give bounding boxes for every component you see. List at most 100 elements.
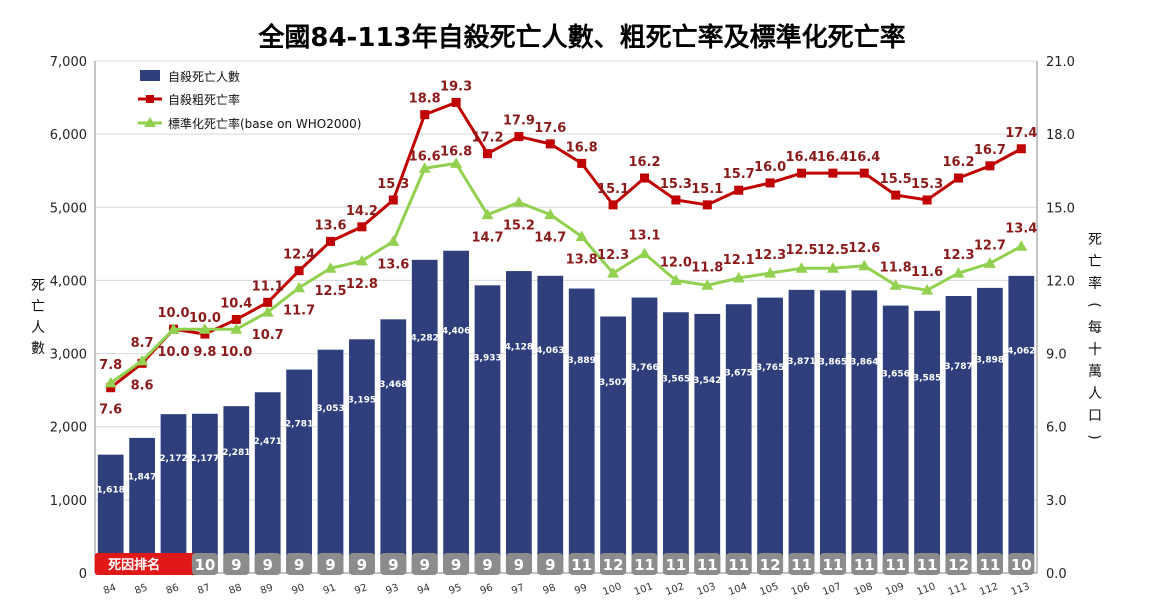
bar-value-label: 1,847 — [128, 473, 156, 483]
crude-rate-marker — [1016, 144, 1026, 154]
x-tick-label: 100 — [601, 581, 623, 598]
point-labels-layer: 7.67.88.68.710.010.010.09.810.410.011.11… — [99, 79, 1037, 417]
legend-standardized-label: 標準化死亡率(base on WHO2000) — [168, 116, 361, 131]
crude-rate-marker — [388, 195, 398, 205]
crude-rate-marker — [985, 161, 995, 171]
crude-rate-label: 15.5 — [880, 172, 912, 187]
crude-rate-marker — [702, 200, 712, 210]
bar — [506, 271, 532, 573]
crude-rate-label: 18.8 — [409, 92, 441, 107]
standardized-rate-label: 15.2 — [503, 218, 535, 233]
rank-badge-value: 11 — [571, 556, 592, 574]
crude-rate-label: 17.6 — [534, 121, 566, 136]
rank-badge-value: 9 — [451, 556, 461, 574]
standardized-rate-label: 12.1 — [723, 253, 755, 268]
standardized-rate-marker — [167, 323, 180, 334]
bar — [882, 305, 909, 573]
bar — [380, 319, 407, 573]
standardized-rate-label: 10.0 — [157, 345, 189, 360]
standardized-rate-marker — [355, 254, 368, 266]
bar-value-label: 3,933 — [473, 354, 501, 364]
bar-value-label: 2,781 — [285, 419, 313, 429]
x-tick-label: 103 — [696, 581, 718, 598]
standardized-rate-marker — [418, 162, 431, 173]
x-tick-label: 93 — [385, 582, 401, 597]
crude-rate-marker — [922, 195, 932, 205]
rank-badge-value: 9 — [545, 556, 555, 574]
rank-badge — [348, 553, 375, 575]
standardized-rate-label: 12.7 — [974, 238, 1006, 253]
rank-badge — [631, 553, 658, 575]
bar-value-label: 3,766 — [630, 363, 658, 373]
lines-layer — [104, 97, 1028, 393]
crude-rate-label: 16.2 — [628, 155, 660, 170]
y-right-axis-title-char: ) — [1086, 434, 1102, 439]
rank-label-box — [94, 553, 201, 575]
bar-value-label: 3,765 — [756, 363, 784, 373]
rank-badge — [286, 553, 313, 575]
x-tick-label: 105 — [758, 581, 780, 598]
crude-rate-label: 15.3 — [911, 177, 943, 192]
rank-badge-value: 11 — [697, 556, 718, 574]
crude-rate-marker — [640, 173, 649, 183]
crude-rate-marker — [828, 168, 838, 178]
standardized-rate-marker — [293, 281, 306, 293]
rank-badge-value: 11 — [917, 556, 938, 574]
standardized-rate-marker — [889, 279, 902, 290]
y-left-tick-label: 5,000 — [50, 201, 87, 216]
x-tick-label: 96 — [479, 582, 495, 597]
standardized-rate-label: 12.5 — [785, 243, 817, 258]
crude-rate-label: 17.9 — [503, 114, 535, 129]
rank-badge-value: 11 — [979, 556, 1000, 574]
y-right-axis-title-char: 人 — [1088, 386, 1102, 402]
rank-badge-value: 10 — [194, 556, 215, 574]
rank-badge — [757, 553, 784, 575]
rank-badge-value: 11 — [885, 556, 906, 574]
crude-rate-label: 14.2 — [346, 204, 378, 219]
rank-badge — [474, 553, 501, 575]
rank-badge — [443, 553, 470, 575]
bar — [317, 349, 344, 573]
standardized-rate-label: 12.3 — [754, 248, 786, 263]
x-tick-label: 91 — [322, 582, 338, 597]
standardized-rate-label: 13.6 — [377, 257, 409, 272]
bar — [631, 297, 658, 573]
standardized-rate-label: 11.6 — [911, 265, 943, 280]
rank-badge-value: 9 — [419, 556, 429, 574]
standardized-rate-marker — [387, 235, 400, 246]
y-right-tick-label: 15.0 — [1046, 201, 1075, 216]
standardized-rate-marker — [481, 208, 494, 220]
standardized-rate-label: 11.7 — [283, 304, 315, 319]
rank-badge — [1008, 553, 1035, 575]
bar-value-label: 3,865 — [819, 357, 847, 367]
standardized-rate-marker — [638, 247, 651, 259]
crude-rate-marker — [357, 222, 367, 232]
x-tick-label: 94 — [416, 582, 432, 597]
crude-rate-label: 19.3 — [440, 79, 472, 94]
bar — [568, 288, 595, 573]
gridlines — [95, 60, 1037, 574]
standardized-rate-marker — [983, 257, 996, 268]
rank-badge-value: 10 — [1011, 556, 1032, 574]
standardized-rate-label: 13.4 — [1005, 221, 1037, 236]
rank-badge — [411, 553, 438, 575]
rank-badge — [537, 553, 564, 575]
crude-rate-label: 16.0 — [754, 160, 786, 175]
crude-rate-marker — [231, 314, 241, 324]
rank-badge-value: 12 — [948, 556, 969, 574]
bar — [725, 304, 752, 573]
standardized-rate-marker — [732, 271, 745, 283]
y-right-axis-title-char: 十 — [1088, 342, 1102, 358]
standardized-rate-marker — [136, 354, 149, 366]
standardized-rate-label: 13.1 — [628, 229, 660, 244]
y-left-tick-label: 1,000 — [50, 494, 87, 509]
rank-row: 死因排名 10 9 9 9 9 9 9 9 9 9 9 9 11 12 11 11 11 11 12 11 11 11 11 1… — [94, 553, 1035, 575]
crude-rate-label: 7.6 — [99, 403, 122, 418]
bar-value-label: 3,507 — [599, 378, 627, 388]
y-left-tick-label: 7,000 — [50, 55, 87, 70]
rank-badge — [976, 553, 1003, 575]
standardized-rate-label: 10.7 — [252, 328, 284, 343]
